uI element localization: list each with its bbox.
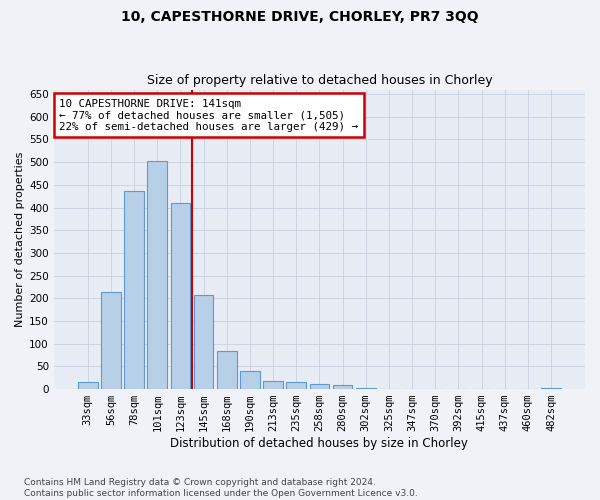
Bar	[194, 295, 214, 389]
Text: 10, CAPESTHORNE DRIVE, CHORLEY, PR7 3QQ: 10, CAPESTHORNE DRIVE, CHORLEY, PR7 3QQ	[121, 10, 479, 24]
Bar	[240, 371, 260, 389]
Bar	[286, 382, 306, 389]
Bar	[541, 388, 561, 389]
Bar	[217, 352, 236, 389]
Bar	[148, 162, 167, 389]
Y-axis label: Number of detached properties: Number of detached properties	[15, 152, 25, 327]
Bar	[310, 384, 329, 389]
Bar	[333, 386, 352, 389]
Text: Contains HM Land Registry data © Crown copyright and database right 2024.
Contai: Contains HM Land Registry data © Crown c…	[24, 478, 418, 498]
Bar	[78, 382, 98, 389]
Bar	[356, 388, 376, 389]
Bar	[124, 191, 144, 389]
Bar	[101, 292, 121, 389]
Bar	[170, 202, 190, 389]
X-axis label: Distribution of detached houses by size in Chorley: Distribution of detached houses by size …	[170, 437, 469, 450]
Text: 10 CAPESTHORNE DRIVE: 141sqm
← 77% of detached houses are smaller (1,505)
22% of: 10 CAPESTHORNE DRIVE: 141sqm ← 77% of de…	[59, 98, 358, 132]
Bar	[263, 381, 283, 389]
Title: Size of property relative to detached houses in Chorley: Size of property relative to detached ho…	[146, 74, 492, 87]
